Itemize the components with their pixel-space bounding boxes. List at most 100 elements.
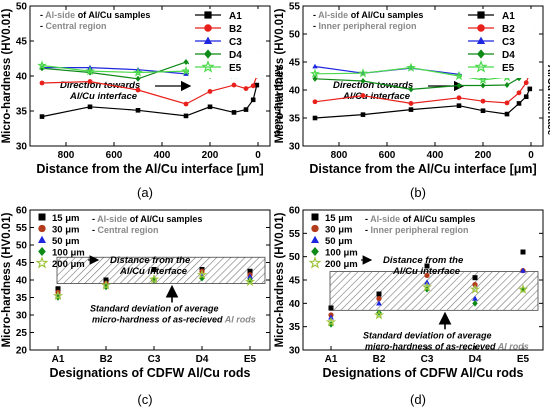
legend-label: C3 — [502, 37, 515, 48]
legend-marker-50 μm — [310, 235, 320, 243]
data-point-B2 — [408, 101, 414, 106]
note-gray-text: Al-side — [318, 10, 348, 20]
note-gray-text: Al-side — [45, 10, 75, 20]
data-point-B2 — [504, 100, 510, 106]
legend-marker-E5 — [474, 60, 488, 73]
note-line: - Al-side of Al/Cu samples — [92, 214, 202, 224]
data-point-B2 — [87, 79, 93, 85]
arrow-text-line-1: Direction towards — [333, 80, 413, 91]
x-tick-label: A1 — [325, 354, 338, 365]
note-gray-text: Central region — [46, 21, 107, 31]
data-point-B2 — [243, 86, 249, 92]
data-point-A1 — [243, 107, 249, 112]
y-tick-label: 25 — [16, 328, 28, 339]
legend-label: D4 — [229, 50, 242, 61]
data-point-C3 — [148, 273, 160, 284]
note-prefix: - — [313, 21, 319, 31]
data-point-D4 — [480, 82, 486, 89]
data-point-B2 — [376, 296, 382, 302]
arrow-text-line-1: Distance from the — [383, 255, 464, 266]
y-tick-label: 40 — [289, 86, 301, 97]
y-tick-label: 55 — [289, 2, 301, 13]
legend-marker-50 μm — [37, 235, 47, 243]
data-point-B2 — [250, 83, 256, 89]
x-tick-label: A1 — [52, 354, 65, 365]
data-point-C3 — [421, 281, 433, 292]
y-tick-label: 55 — [289, 229, 301, 240]
std-text-gray: Al rods — [224, 315, 256, 325]
note-prefix: - — [40, 10, 45, 20]
data-point-A1 — [504, 111, 510, 117]
y-tick-label: 35 — [289, 322, 301, 333]
x-tick-label: D4 — [196, 354, 209, 365]
y-axis-label: Micro-hardness (HV0.01) — [274, 8, 286, 143]
legend-label: 100 μm — [52, 248, 85, 259]
data-point-A1 — [360, 112, 366, 117]
data-point-A1 — [408, 107, 414, 112]
legend-marker-200 μm — [35, 256, 49, 269]
x-tick-label: C3 — [421, 354, 434, 365]
data-point-B2 — [39, 80, 45, 86]
x-tick-label: 400 — [154, 150, 171, 161]
std-text-line-2: micro-hardness of as-recieved Al rods — [92, 315, 256, 325]
data-point-C3 — [424, 272, 430, 278]
data-point-C3 — [312, 63, 318, 69]
data-point-D4 — [135, 75, 141, 82]
legend-label: 15 μm — [325, 213, 352, 224]
legend-label: 30 μm — [325, 225, 352, 236]
note-prefix: - — [365, 214, 370, 224]
x-tick-label: D4 — [469, 354, 482, 365]
legend-label: 200 μm — [52, 259, 85, 270]
data-point-B2 — [376, 291, 382, 297]
legend-label: E5 — [229, 63, 242, 74]
y-tick-label: 50 — [16, 241, 28, 252]
x-tick-label: 600 — [106, 150, 123, 161]
data-point-A1 — [254, 82, 260, 88]
data-point-A1 — [231, 110, 237, 115]
note-line: - Al-side of Al/Cu samples — [40, 10, 150, 20]
data-point-B2 — [100, 279, 112, 290]
x-tick-label: 600 — [379, 150, 396, 161]
data-point-A1 — [312, 115, 318, 121]
data-point-B2 — [480, 98, 486, 104]
x-tick-label: C3 — [148, 354, 161, 365]
y-tick-label: 40 — [16, 276, 28, 287]
data-point-C3 — [424, 263, 430, 269]
legend-label: E5 — [502, 63, 515, 74]
data-point-B2 — [135, 87, 141, 93]
y-tick-label: 40 — [16, 72, 28, 83]
data-point-E5 — [520, 249, 526, 255]
data-point-A1 — [325, 316, 337, 327]
data-point-B2 — [376, 300, 382, 306]
data-point-E5 — [247, 273, 253, 279]
data-point-D4 — [472, 295, 478, 301]
y-tick-label: 35 — [289, 114, 301, 125]
std-text-part: micro-hardness of as-recieved — [365, 341, 498, 351]
y-tick-label: 30 — [289, 142, 301, 153]
data-point-A1 — [480, 108, 486, 114]
legend-marker-D4 — [204, 49, 212, 59]
data-point-B2 — [183, 101, 189, 107]
data-point-D4 — [469, 283, 481, 294]
data-point-D4 — [456, 82, 462, 89]
note-prefix: - — [40, 21, 46, 31]
note-gray-text: Inner peripheral region — [319, 21, 417, 31]
legend-label: 200 μm — [325, 259, 358, 270]
legend-label: A1 — [502, 11, 515, 22]
data-point-E5 — [181, 66, 191, 76]
legend-marker-D4 — [477, 49, 485, 59]
std-deviation-band — [329, 271, 539, 311]
x-tick-label: 400 — [427, 150, 444, 161]
data-point-A1 — [183, 113, 189, 119]
y-tick-label: 40 — [289, 299, 301, 310]
arrow-text-line-2: Al/Cu interface — [342, 91, 411, 102]
x-tick-label: E5 — [517, 354, 530, 365]
data-point-E5 — [517, 283, 529, 294]
legend-marker-B2 — [477, 24, 485, 32]
note-prefix: - — [313, 10, 318, 20]
note-rest-text: of Al/Cu samples — [75, 10, 150, 20]
panel-label: (a) — [137, 185, 153, 200]
panel-label: (b) — [410, 185, 426, 200]
legend-marker-C3 — [476, 36, 486, 45]
